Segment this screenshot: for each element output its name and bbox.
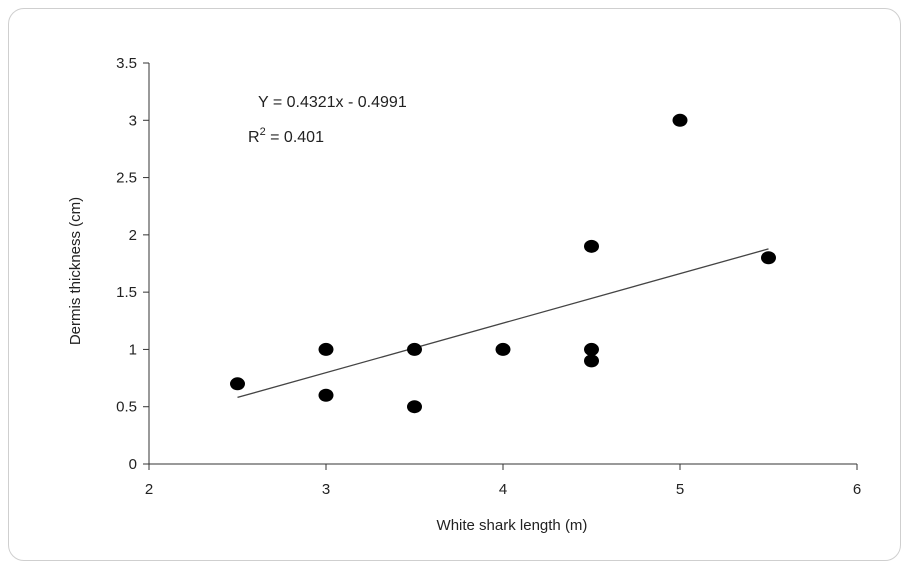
data-point (761, 251, 776, 265)
r-squared-exponent: 2 (260, 126, 266, 138)
x-tick-label: 2 (145, 481, 153, 498)
y-tick-label: 1.5 (116, 284, 137, 301)
x-axis-title: White shark length (m) (437, 517, 588, 534)
data-point (318, 388, 334, 402)
r-squared-prefix: R (248, 129, 260, 146)
equation-label: Y = 0.4321x - 0.4991 (258, 94, 407, 111)
x-tick-label: 4 (499, 481, 507, 498)
y-tick-label: 3 (129, 112, 137, 129)
data-point (672, 113, 688, 127)
r-squared-value: = 0.401 (266, 129, 324, 146)
axes (148, 63, 857, 465)
y-tick-label: 1 (129, 341, 137, 358)
data-point (230, 377, 245, 391)
chart-frame (8, 8, 901, 561)
y-tick-label: 3.5 (116, 55, 137, 72)
data-point (407, 342, 422, 356)
data-point (495, 342, 511, 356)
y-tick-label: 2.5 (116, 170, 137, 187)
x-tick-label: 3 (322, 481, 330, 498)
r-squared-label: R2 = 0.401 (248, 126, 324, 146)
data-point (318, 342, 334, 356)
y-tick-label: 0.5 (116, 399, 137, 416)
trendline (237, 248, 769, 399)
data-point (584, 239, 599, 253)
data-point (584, 354, 599, 368)
data-point (407, 400, 422, 414)
x-tick-label: 6 (853, 481, 861, 498)
x-tick-label: 5 (676, 481, 684, 498)
y-tick-label: 0 (129, 456, 137, 473)
y-axis-title: Dermis thickness (cm) (67, 197, 84, 345)
data-point (584, 342, 599, 356)
y-tick-label: 2 (129, 227, 137, 244)
